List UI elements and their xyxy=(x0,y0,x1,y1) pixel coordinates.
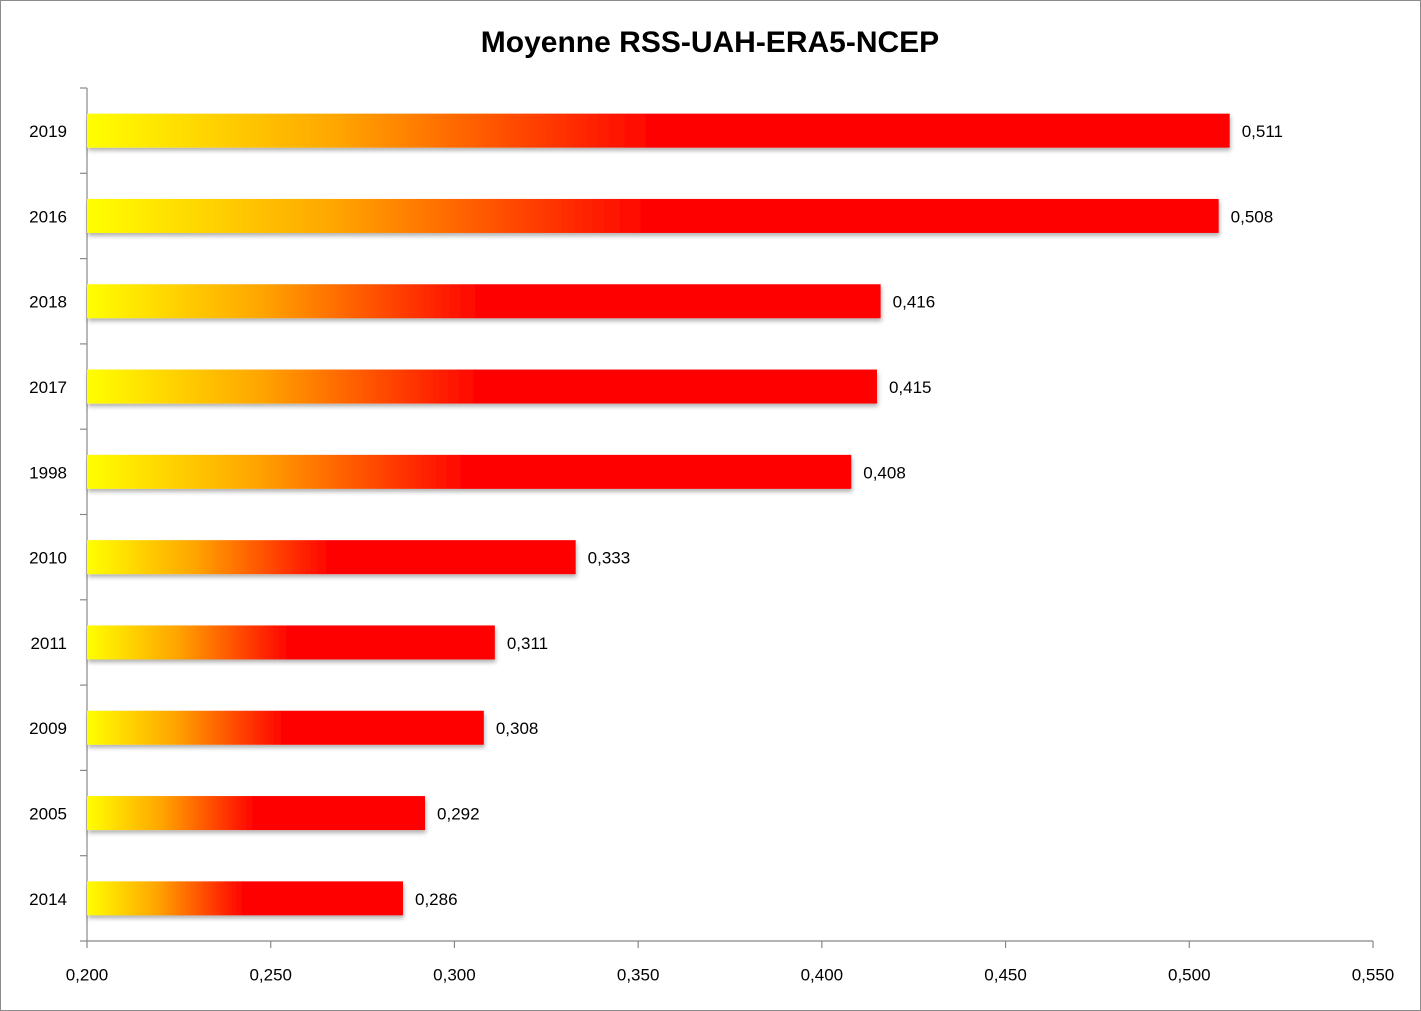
bar xyxy=(87,284,881,319)
x-tick-label: 0,250 xyxy=(249,965,292,984)
x-tick-label: 0,450 xyxy=(984,965,1027,984)
value-label: 0,408 xyxy=(863,463,906,482)
bar xyxy=(87,881,403,916)
value-label: 0,415 xyxy=(889,378,932,397)
bar xyxy=(87,198,1219,233)
y-tick-label: 2016 xyxy=(29,207,67,226)
y-tick-label: 2014 xyxy=(29,890,67,909)
x-tick-label: 0,350 xyxy=(617,965,660,984)
x-tick-label: 0,200 xyxy=(66,965,109,984)
y-tick-label: 2010 xyxy=(29,549,67,568)
y-tick-label: 1998 xyxy=(29,463,67,482)
bar xyxy=(87,796,426,831)
bar xyxy=(87,540,576,575)
value-label: 0,292 xyxy=(437,805,480,824)
bar xyxy=(87,113,1230,148)
value-label: 0,286 xyxy=(415,890,458,909)
value-label: 0,508 xyxy=(1231,207,1274,226)
y-tick-label: 2009 xyxy=(29,719,67,738)
chart-title: Moyenne RSS-UAH-ERA5-NCEP xyxy=(481,26,939,59)
value-label: 0,511 xyxy=(1242,122,1283,141)
bar xyxy=(87,625,495,660)
bar xyxy=(87,369,877,404)
y-tick-label: 2018 xyxy=(29,293,67,312)
value-label: 0,416 xyxy=(893,293,936,312)
bar xyxy=(87,454,852,489)
bar xyxy=(87,710,484,745)
y-tick-label: 2005 xyxy=(29,805,67,824)
value-label: 0,333 xyxy=(588,549,631,568)
x-tick-label: 0,500 xyxy=(1168,965,1211,984)
value-label: 0,308 xyxy=(496,719,539,738)
x-tick-label: 0,550 xyxy=(1352,965,1395,984)
y-tick-label: 2019 xyxy=(29,122,67,141)
x-tick-label: 0,400 xyxy=(801,965,844,984)
x-tick-label: 0,300 xyxy=(433,965,476,984)
value-label: 0,311 xyxy=(507,634,548,653)
y-tick-label: 2011 xyxy=(30,634,67,653)
y-tick-label: 2017 xyxy=(29,378,67,397)
